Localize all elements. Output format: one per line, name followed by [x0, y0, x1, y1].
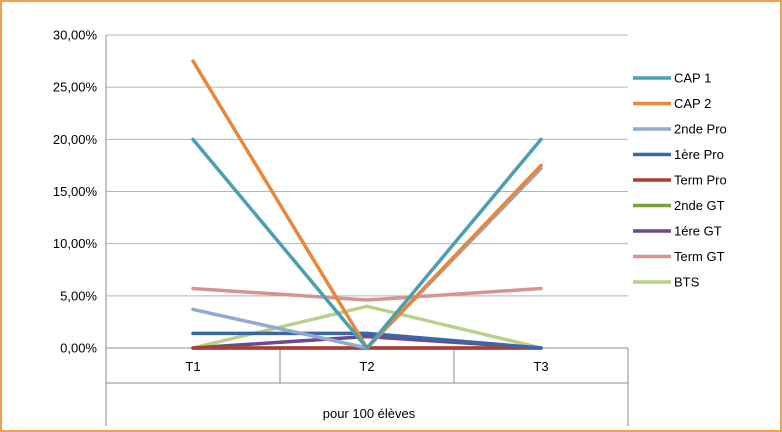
- legend-entry-label: Term Pro: [674, 173, 727, 188]
- legend-entry-label: 2nde GT: [674, 198, 725, 213]
- y-tick-label: 25,00%: [53, 80, 98, 95]
- y-tick-label: 5,00%: [60, 288, 97, 303]
- legend: CAP 1 CAP 2 2nde Pro 1ère Pro Term Pro 2nde G…: [633, 71, 727, 290]
- x-tick-label: T3: [533, 359, 548, 374]
- legend-entry-label: CAP 2: [674, 96, 711, 111]
- legend-entry-label: 2nde Pro: [674, 122, 727, 137]
- x-tick-label: T1: [185, 359, 200, 374]
- legend-entry-label: Term GT: [674, 249, 725, 264]
- legend-entry-label: CAP 1: [674, 71, 711, 86]
- legend-entry-label: 1ére GT: [674, 224, 722, 239]
- x-axis-ticks: T1 T2 T3: [185, 359, 548, 374]
- series-line-1-re-pro: [191, 331, 543, 350]
- legend-entry-label: BTS: [674, 275, 700, 290]
- series-line-term-gt: [191, 286, 543, 302]
- y-tick-label: 15,00%: [53, 184, 98, 199]
- y-tick-label: 0,00%: [60, 341, 97, 356]
- x-tick-label: T2: [359, 359, 374, 374]
- y-tick-label: 20,00%: [53, 132, 98, 147]
- grid: [105, 34, 629, 426]
- legend-entry-label: 1ère Pro: [674, 147, 724, 162]
- series-line-bts: [191, 304, 543, 350]
- series-lines: [191, 59, 543, 350]
- y-axis-ticks: 0,00% 5,00% 10,00% 15,00% 20,00% 25,00% 30,00%: [53, 28, 98, 356]
- series-line-cap-1: [191, 137, 543, 350]
- series-line-2nde-pro: [191, 166, 543, 350]
- y-tick-label: 10,00%: [53, 236, 98, 251]
- y-tick-label: 30,00%: [53, 28, 98, 43]
- x-axis-group-label: pour 100 élèves: [323, 406, 416, 421]
